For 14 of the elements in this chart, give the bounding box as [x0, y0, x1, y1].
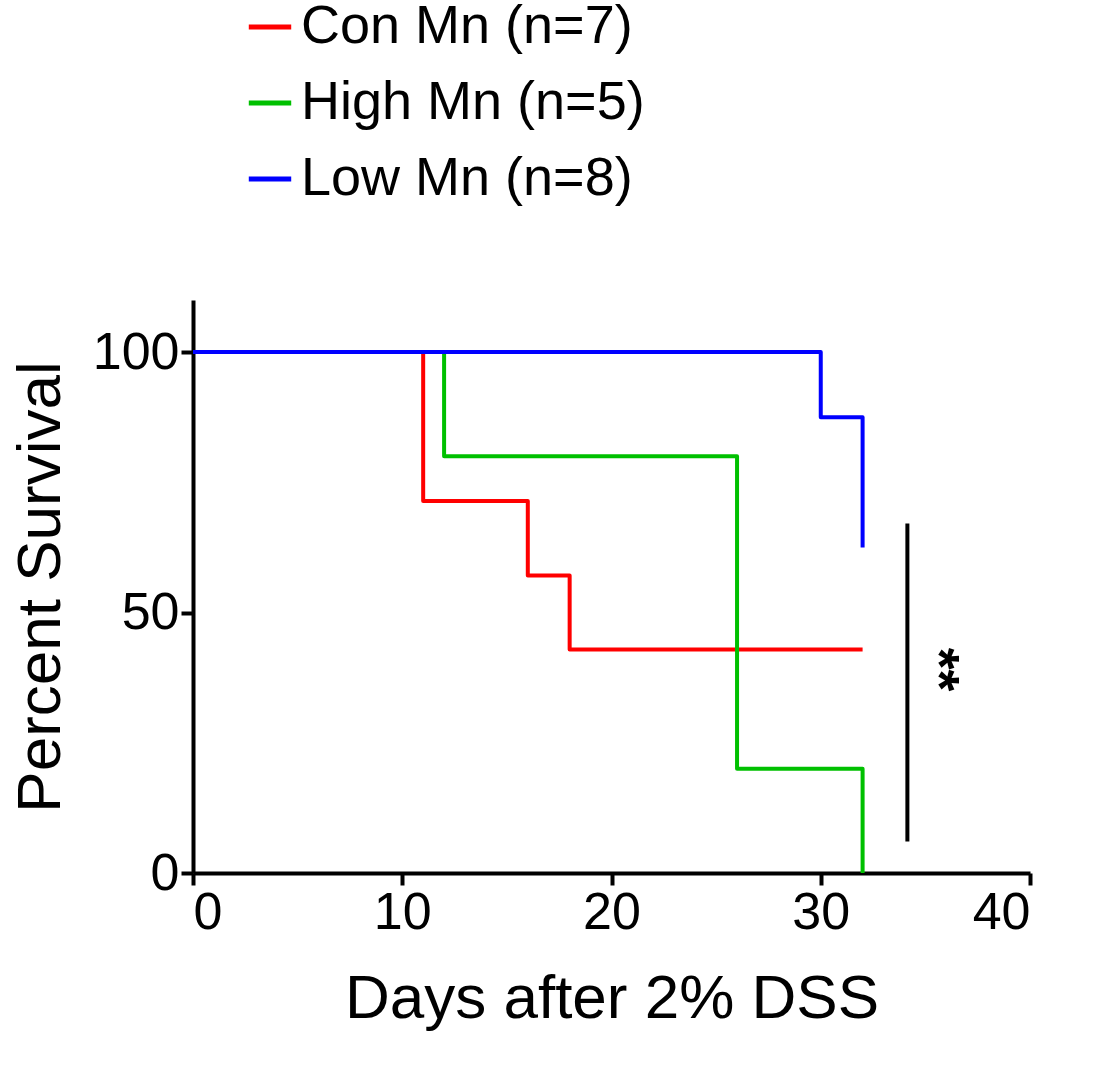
y-tick-label: 50 — [121, 582, 180, 641]
legend-label: Con Mn (n=7) — [301, 0, 633, 54]
y-axis-title: Percent Survival — [3, 361, 73, 813]
y-tick-label: 100 — [92, 321, 180, 380]
x-tick-label: 0 — [193, 881, 223, 940]
x-axis-title: Days after 2% DSS — [344, 961, 880, 1031]
x-tick-label: 30 — [792, 881, 851, 940]
x-tick-label: 10 — [373, 881, 432, 940]
legend-label: Low Mn (n=8) — [301, 146, 633, 206]
annotation: ** — [908, 647, 972, 692]
legend-label: High Mn (n=5) — [301, 70, 645, 130]
x-tick-label: 40 — [972, 881, 1031, 940]
y-tick-label: 0 — [150, 842, 180, 901]
x-tick-label: 20 — [583, 881, 641, 940]
